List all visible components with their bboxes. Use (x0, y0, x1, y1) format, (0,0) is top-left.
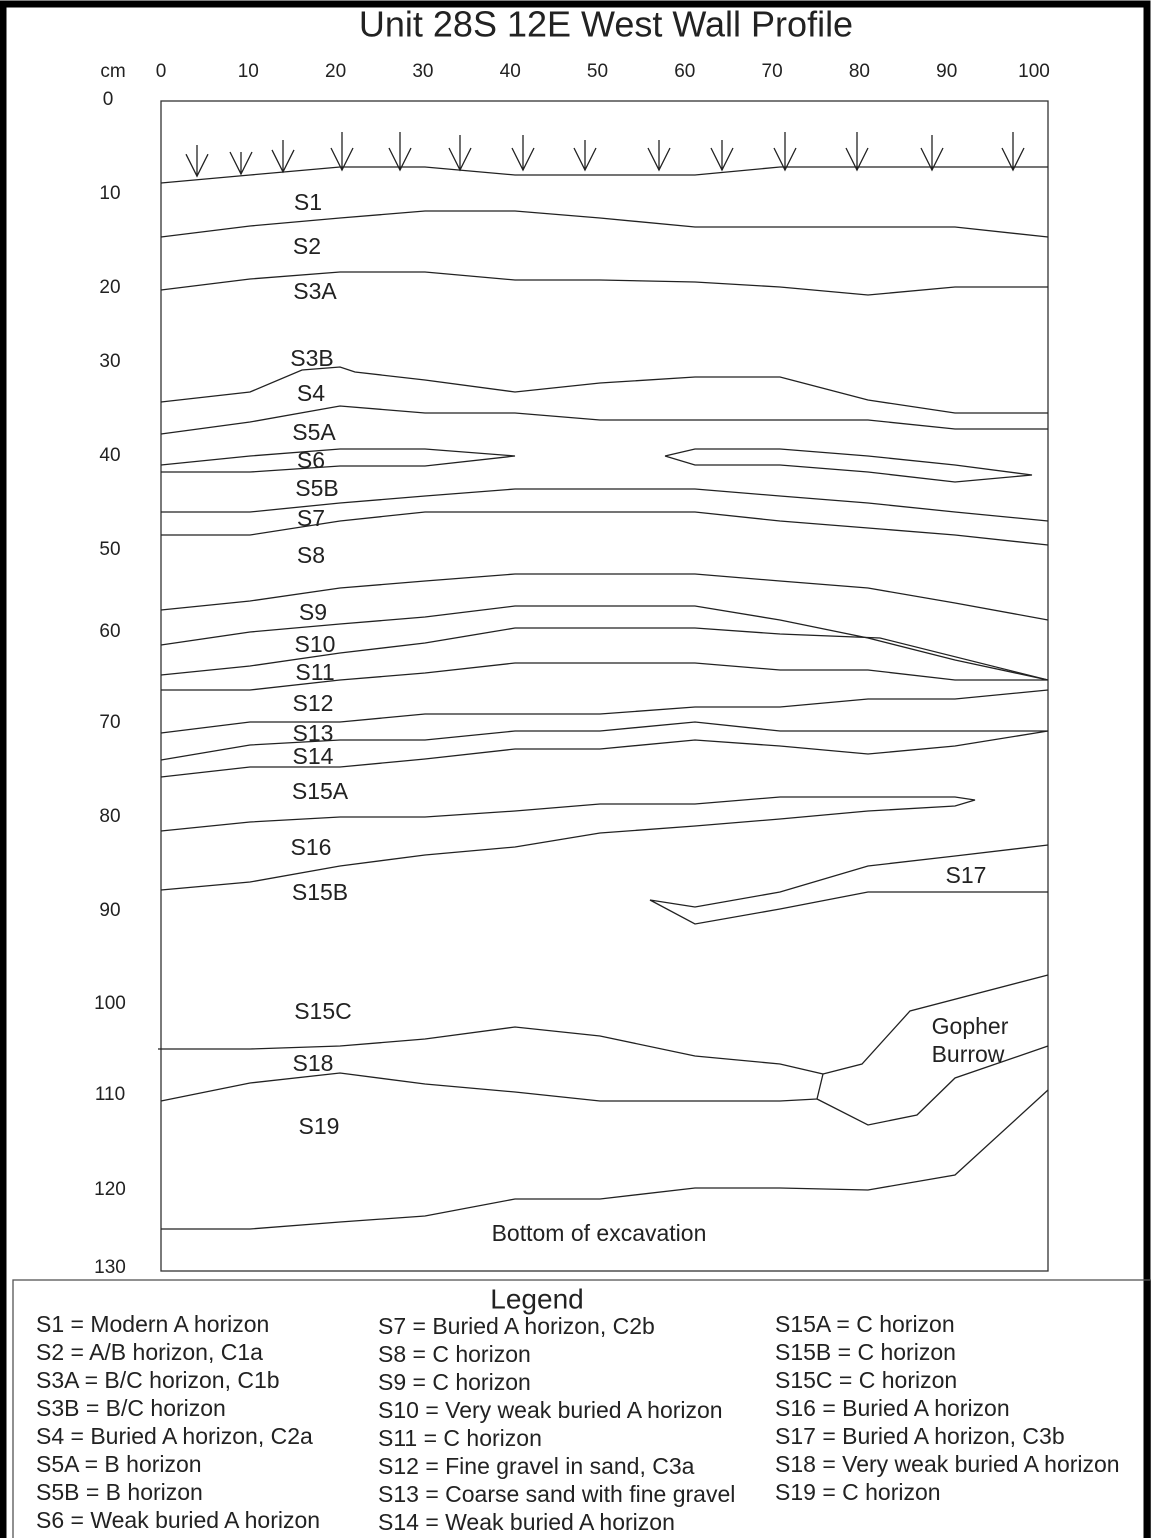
layer-label: S10 (295, 631, 336, 657)
legend-entry: S7 = Buried A horizon, C2b (378, 1313, 655, 1339)
layer-boundary (161, 574, 1048, 620)
layer-label: S3A (293, 278, 337, 304)
legend-entry: S1 = Modern A horizon (36, 1311, 269, 1337)
x-label: 40 (500, 61, 521, 82)
legend-entry: S3B = B/C horizon (36, 1395, 226, 1421)
x-label: 60 (674, 61, 695, 82)
x-label: 90 (936, 61, 957, 82)
legend-entry: S19 = C horizon (775, 1479, 941, 1505)
layer-label: S9 (299, 599, 327, 625)
layer-label: S15A (292, 778, 349, 804)
legend-entry: S18 = Very weak buried A horizon (775, 1451, 1120, 1477)
layer-label: S14 (293, 743, 334, 769)
layer-label: S17 (946, 862, 987, 888)
legend-entry: S14 = Weak buried A horizon (378, 1509, 675, 1535)
legend-entry: S5B = B horizon (36, 1479, 203, 1505)
page: {"title": "Unit 28S 12E West Wall Profil… (0, 0, 1151, 1538)
layer-boundary (161, 489, 1048, 521)
layer-label: S6 (297, 447, 325, 473)
legend-entry: S10 = Very weak buried A horizon (378, 1397, 723, 1423)
legend-entry: S9 = C horizon (378, 1369, 531, 1395)
gopher-label: Burrow (932, 1041, 1005, 1067)
profile-frame (161, 101, 1048, 1271)
x-label: 70 (762, 61, 783, 82)
y-label: 20 (99, 277, 120, 298)
y-label: 120 (94, 1179, 126, 1200)
layer-boundary (161, 797, 975, 890)
layer-boundary (161, 1090, 1048, 1229)
layer-label: S4 (297, 380, 325, 406)
legend-entry: S12 = Fine gravel in sand, C3a (378, 1453, 695, 1479)
layer-label: S15C (294, 998, 352, 1024)
layer-boundary (161, 512, 1048, 545)
layer-label: S5B (295, 475, 338, 501)
legend-entry: S16 = Buried A horizon (775, 1395, 1010, 1421)
layer-label: S2 (293, 233, 321, 259)
layer-boundary (665, 449, 1032, 482)
y-label: 70 (99, 712, 120, 733)
y-label: 30 (99, 351, 120, 372)
layer-label: S11 (295, 659, 334, 685)
layer-boundary (161, 1073, 817, 1101)
legend-entry: S13 = Coarse sand with fine gravel (378, 1481, 735, 1507)
layer-label: S15B (292, 879, 348, 905)
layer-boundary (161, 663, 1048, 690)
y-label: 100 (94, 993, 126, 1014)
legend-entry: S6 = Weak buried A horizon (36, 1507, 320, 1533)
legend-entry: S5A = B horizon (36, 1451, 202, 1477)
layer-boundary (158, 1027, 823, 1099)
y-label: 90 (99, 900, 120, 921)
y-label: 50 (99, 539, 120, 560)
legend-entry: S11 = C horizon (378, 1425, 542, 1451)
gopher-label: Gopher (932, 1013, 1009, 1039)
layer-boundary (161, 449, 515, 472)
x-label: 20 (325, 61, 346, 82)
x-label: 50 (587, 61, 608, 82)
y-label: 0 (103, 89, 114, 110)
title: Unit 28S 12E West Wall Profile (359, 4, 853, 45)
legend-entry: S15B = C horizon (775, 1339, 956, 1365)
layer-label: S16 (291, 834, 332, 860)
layer-label: S7 (297, 505, 325, 531)
layer-label: S3B (290, 345, 333, 371)
layer-label: S12 (293, 690, 334, 716)
layer-label: S5A (292, 419, 336, 445)
x-label: 80 (849, 61, 870, 82)
y-label: 80 (99, 806, 120, 827)
layer-boundary (650, 845, 1048, 924)
unit-label: cm (100, 61, 125, 82)
y-label: 130 (94, 1257, 126, 1278)
legend-entry: S8 = C horizon (378, 1341, 531, 1367)
layer-boundary (161, 167, 1048, 183)
layer-boundary (161, 367, 1048, 413)
legend-entry: S15C = C horizon (775, 1367, 957, 1393)
layer-label: S18 (293, 1050, 334, 1076)
legend-entry: S15A = C horizon (775, 1311, 955, 1337)
x-label: 100 (1018, 61, 1050, 82)
y-label: 110 (95, 1084, 125, 1105)
legend-entry: S17 = Buried A horizon, C3b (775, 1423, 1065, 1449)
y-label: 40 (99, 445, 120, 466)
legend-entry: S3A = B/C horizon, C1b (36, 1367, 280, 1393)
layer-label: S1 (294, 189, 322, 215)
y-label: 60 (99, 621, 120, 642)
x-label: 10 (238, 61, 259, 82)
x-label: 0 (156, 61, 167, 82)
layer-label: S8 (297, 542, 325, 568)
x-label: 30 (412, 61, 433, 82)
legend-entry: S4 = Buried A horizon, C2a (36, 1423, 313, 1449)
bottom-label: Bottom of excavation (492, 1220, 707, 1246)
y-label: 10 (99, 183, 120, 204)
boundaries (158, 167, 1048, 1229)
legend-entry: S2 = A/B horizon, C1a (36, 1339, 263, 1365)
layer-label: S19 (299, 1113, 340, 1139)
legend-title: Legend (490, 1283, 583, 1314)
profile-diagram: Unit 28S 12E West Wall Profile cm Legend… (0, 0, 1151, 1538)
